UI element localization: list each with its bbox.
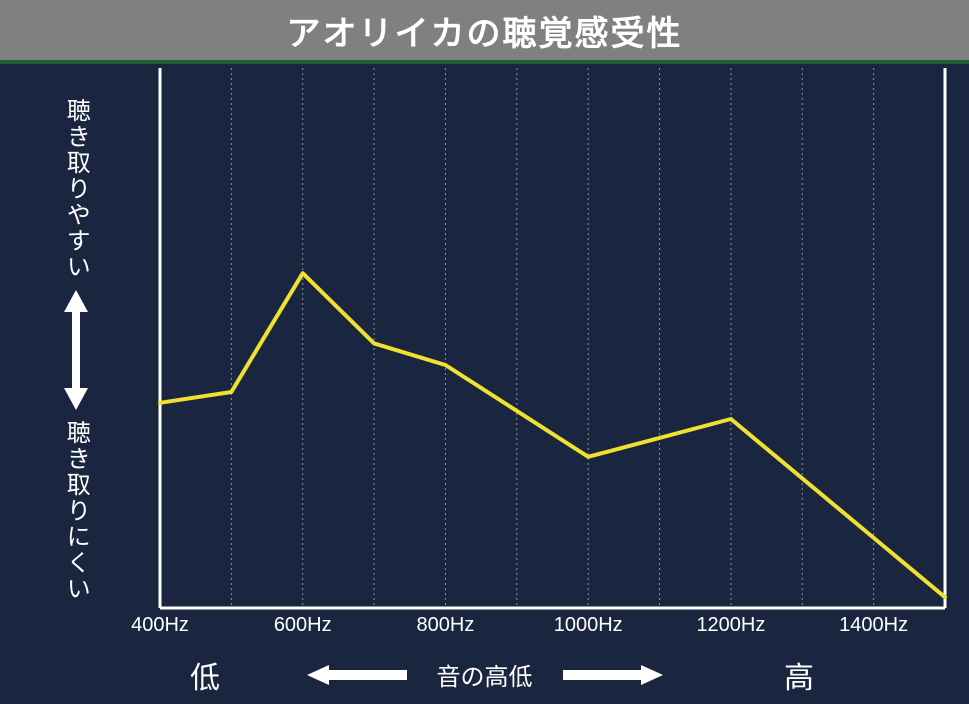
chart-area: 聴き取りやすい 聴き取りにくい 400Hz 600Hz 800Hz 1000Hz 120… bbox=[0, 68, 969, 704]
chart-title: アオリイカの聴覚感受性 bbox=[287, 6, 683, 55]
x-tick-label: 1000Hz bbox=[554, 614, 623, 637]
y-bottom-label: 聴き取りにくい bbox=[60, 420, 91, 602]
x-center-label: 音の高低 bbox=[437, 657, 533, 692]
x-tick-label: 1200Hz bbox=[696, 614, 765, 637]
chart-svg bbox=[0, 68, 969, 704]
y-top-label: 聴き取りやすい bbox=[60, 98, 91, 280]
y-axis-labels: 聴き取りやすい 聴き取りにくい bbox=[60, 98, 91, 602]
title-bar: アオリイカの聴覚感受性 bbox=[0, 0, 969, 64]
x-tick-label: 600Hz bbox=[274, 614, 332, 637]
left-arrow-icon bbox=[307, 665, 407, 685]
x-tick-label: 800Hz bbox=[417, 614, 475, 637]
x-tick-labels: 400Hz 600Hz 800Hz 1000Hz 1200Hz 1400Hz bbox=[0, 614, 969, 644]
updown-arrow-icon bbox=[64, 290, 88, 410]
x-tick-label: 400Hz bbox=[131, 614, 189, 637]
x-axis-label-row: 低 音の高低 高 bbox=[0, 657, 969, 692]
x-tick-label: 1400Hz bbox=[839, 614, 908, 637]
right-arrow-icon bbox=[563, 665, 663, 685]
x-high-label: 高 bbox=[784, 653, 814, 697]
x-low-label: 低 bbox=[190, 653, 220, 697]
